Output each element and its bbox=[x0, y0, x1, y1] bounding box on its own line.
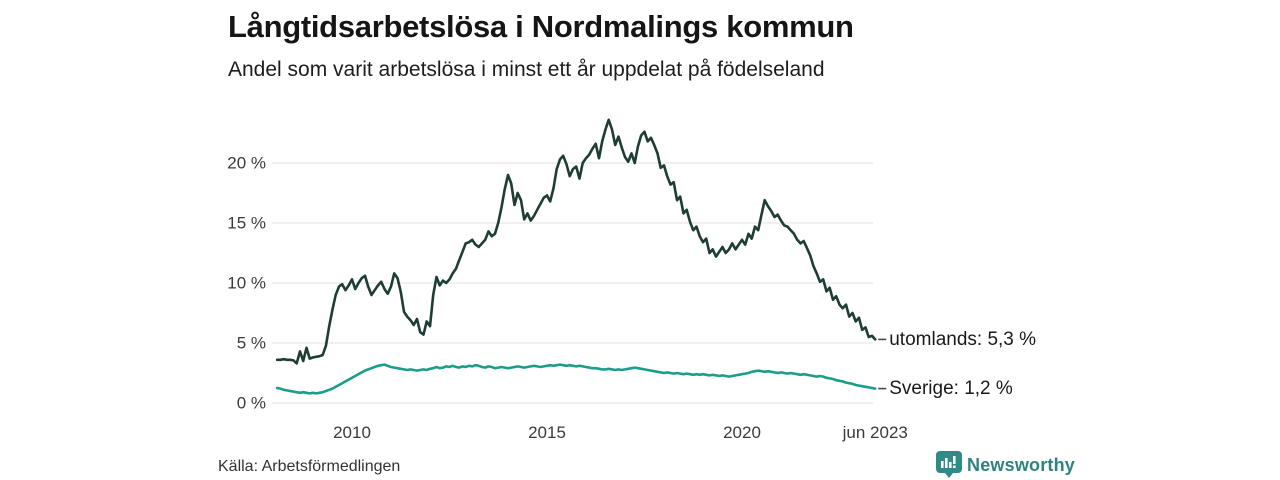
x-axis-tick-label: jun 2023 bbox=[842, 423, 908, 442]
y-axis-tick-label: 0 % bbox=[237, 394, 266, 413]
page-subtitle: Andel som varit arbetslösa i minst ett å… bbox=[228, 58, 825, 81]
y-axis-tick-label: 10 % bbox=[227, 274, 266, 293]
y-axis-tick-label: 5 % bbox=[237, 334, 266, 353]
newsworthy-logo-icon bbox=[936, 451, 962, 478]
x-axis-tick-label: 2015 bbox=[528, 423, 566, 442]
series-line-Sverige bbox=[275, 363, 877, 395]
series-line-utomlands bbox=[275, 118, 877, 365]
y-axis-tick-label: 20 % bbox=[227, 154, 266, 173]
source-note: Källa: Arbetsförmedlingen bbox=[218, 458, 401, 475]
y-axis-tick-label: 15 % bbox=[227, 214, 266, 233]
series-end-label-Sverige: Sverige: 1,2 % bbox=[889, 378, 1013, 399]
series-end-label-utomlands: utomlands: 5,3 % bbox=[889, 329, 1036, 350]
page-title: Långtidsarbetslösa i Nordmalings kommun bbox=[228, 9, 854, 44]
x-axis-tick-label: 2010 bbox=[333, 423, 371, 442]
x-axis-tick-label: 2020 bbox=[723, 423, 761, 442]
newsworthy-brand-text: Newsworthy bbox=[967, 455, 1076, 475]
